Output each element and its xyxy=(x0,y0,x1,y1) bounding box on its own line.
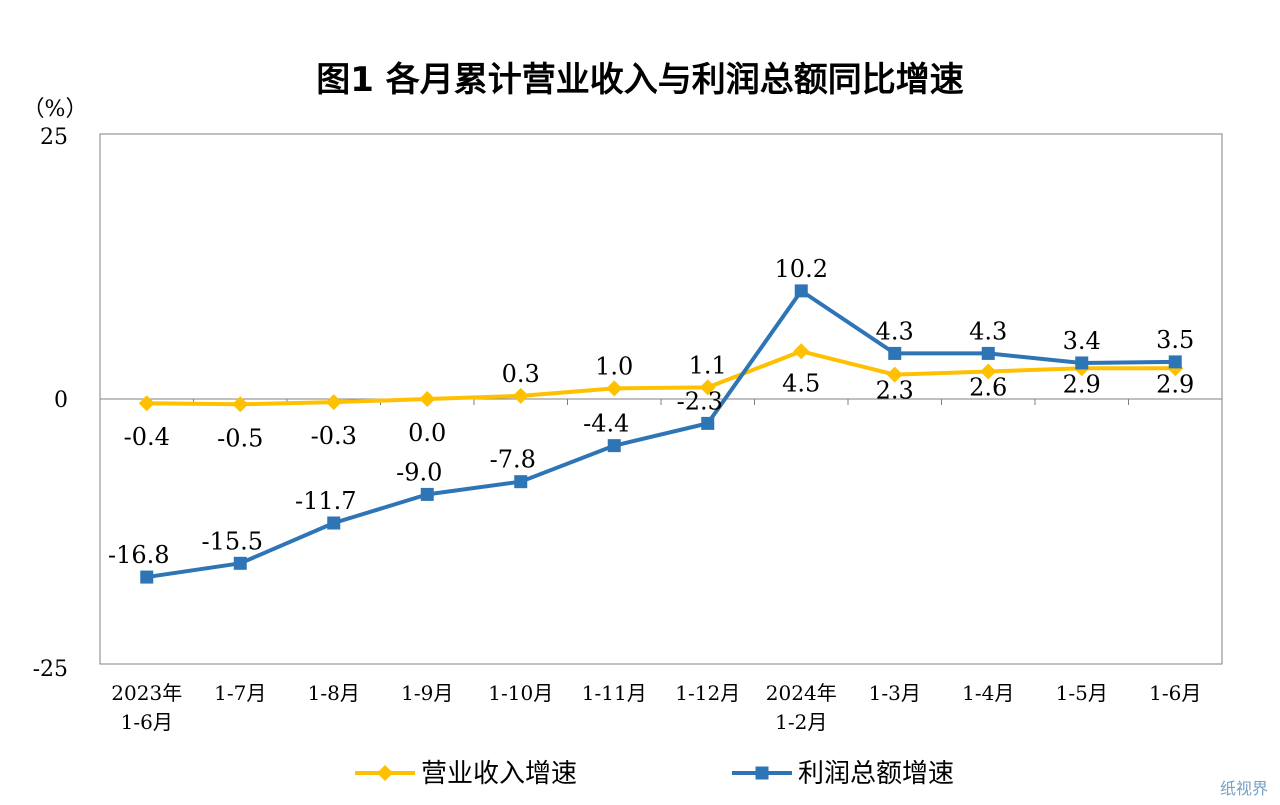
chart-ticks: （%） 25 0 -25 2023年 1-6月 1-7月 1-8月 1-9月 1-10月 1-11月… xyxy=(23,97,1202,734)
y-unit-label: （%） xyxy=(23,97,88,122)
x-tick-label: 1-4月 xyxy=(962,681,1014,705)
data-point xyxy=(888,346,902,360)
data-point xyxy=(701,416,715,430)
data-label-revenue: 2.9 xyxy=(1063,370,1101,398)
chart-title: 图1 各月累计营业收入与利润总额同比增速 xyxy=(316,60,964,100)
data-label-revenue: 0.3 xyxy=(502,360,540,388)
data-label-revenue: -0.3 xyxy=(311,422,357,450)
data-point xyxy=(606,380,623,397)
series-line-1 xyxy=(146,349,1176,407)
chart-axes xyxy=(99,133,1223,665)
chart-legend: 营业收入增速 利润总额增速 xyxy=(355,759,954,789)
x-tick-label: 1-3月 xyxy=(869,681,921,705)
data-point xyxy=(699,379,716,396)
data-point xyxy=(514,475,528,489)
x-tick-label: 1-2月 xyxy=(775,710,827,734)
x-tick-label: 1-9月 xyxy=(401,681,453,705)
data-point xyxy=(886,366,903,383)
x-tick-label: 1-12月 xyxy=(675,681,740,705)
y-tick-label: 0 xyxy=(54,388,68,413)
x-tick-label: 1-8月 xyxy=(308,681,360,705)
data-label-revenue: 2.9 xyxy=(1156,370,1194,398)
data-point xyxy=(325,394,342,411)
data-label-profit: 3.5 xyxy=(1156,326,1194,354)
data-label-profit: -9.0 xyxy=(396,458,442,486)
data-label-profit: -15.5 xyxy=(201,527,263,555)
x-tick-label: 1-11月 xyxy=(582,681,647,705)
x-tick-label: 1-5月 xyxy=(1056,681,1108,705)
legend-label-2: 利润总额增速 xyxy=(798,759,954,789)
x-tick-label: 2024年 xyxy=(766,681,837,705)
data-label-revenue: -0.5 xyxy=(217,424,263,452)
watermark-logo: 纸视界 xyxy=(1219,779,1268,798)
data-point xyxy=(980,363,997,380)
data-point xyxy=(419,391,436,407)
data-label-profit: 4.3 xyxy=(969,317,1007,345)
y-tick-label: -25 xyxy=(33,657,68,682)
data-label-revenue: -0.4 xyxy=(124,423,170,451)
x-tick-label: 1-6月 xyxy=(121,710,173,734)
data-label-revenue: 1.0 xyxy=(595,352,633,380)
data-label-profit: 10.2 xyxy=(775,255,828,283)
data-point xyxy=(793,343,810,360)
x-tick-label: 2023年 xyxy=(111,681,182,705)
x-tick-label: 1-10月 xyxy=(488,681,553,705)
data-label-profit: -2.3 xyxy=(677,387,723,415)
data-point xyxy=(138,395,155,412)
data-label-revenue: 4.5 xyxy=(782,369,820,397)
data-label-profit: -7.8 xyxy=(490,446,536,474)
data-label-profit: -4.4 xyxy=(583,410,629,438)
series-line-2 xyxy=(146,288,1176,580)
data-label-profit: 4.3 xyxy=(876,317,914,345)
data-point xyxy=(140,570,154,584)
data-point xyxy=(1168,355,1182,369)
data-point xyxy=(981,346,995,360)
data-label-revenue: 1.1 xyxy=(689,351,727,379)
data-label-profit: 3.4 xyxy=(1063,327,1101,355)
data-label-profit: -16.8 xyxy=(108,541,170,569)
data-point xyxy=(233,556,247,570)
data-point xyxy=(232,396,249,413)
chart-series xyxy=(138,284,1184,584)
y-tick-label: 25 xyxy=(40,125,68,150)
x-tick-label: 1-7月 xyxy=(214,681,266,705)
data-point xyxy=(607,439,621,453)
chart-data-labels: -0.4 -0.5 -0.3 0.0 0.3 1.0 1.1 4.5 2.3 2.6 2.9 2.9 -… xyxy=(108,255,1194,569)
data-point xyxy=(512,387,529,404)
data-point xyxy=(327,516,341,530)
data-label-revenue: 2.3 xyxy=(876,377,914,405)
legend-marker-2 xyxy=(755,766,769,780)
data-label-profit: -11.7 xyxy=(295,487,357,515)
x-tick-label: 1-6月 xyxy=(1149,681,1201,705)
data-point xyxy=(1075,356,1089,370)
data-point xyxy=(794,284,808,298)
data-label-revenue: 2.6 xyxy=(969,373,1007,401)
legend-marker-1 xyxy=(377,765,393,781)
legend-label-1: 营业收入增速 xyxy=(421,759,577,789)
data-point xyxy=(420,487,434,501)
data-label-revenue: 0.0 xyxy=(408,419,446,447)
